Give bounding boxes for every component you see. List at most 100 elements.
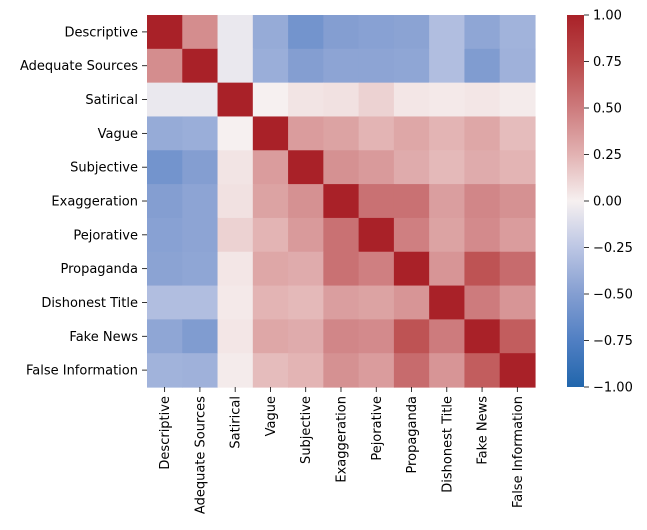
heatmap-cell (464, 150, 501, 185)
heatmap-cell (393, 48, 430, 84)
heatmap-cell (252, 251, 289, 287)
heatmap-cell (288, 48, 324, 84)
heatmap-cell (323, 251, 360, 287)
heatmap-cell (252, 15, 289, 50)
heatmap-cell (464, 285, 501, 320)
heatmap-cell (393, 217, 430, 253)
column-labels: Descriptive Adequate Sources Satirical Vagu… (158, 387, 526, 514)
colorbar-tick-label: 0.00 (593, 195, 622, 210)
heatmap-cell (429, 319, 466, 354)
heatmap-cell (464, 15, 501, 50)
heatmap-cell (323, 82, 360, 118)
column-label: Propaganda (405, 396, 420, 474)
heatmap-cell (252, 285, 289, 320)
heatmap-cell (147, 251, 183, 287)
heatmap-cell (358, 150, 395, 185)
heatmap-cell (182, 48, 219, 84)
heatmap-cell (429, 48, 466, 84)
column-label: Adequate Sources (193, 396, 208, 514)
heatmap-cell (182, 150, 219, 185)
heatmap-cell (288, 15, 324, 50)
heatmap-cell (182, 15, 219, 50)
heatmap-cell (358, 48, 395, 84)
heatmap-cell (252, 353, 289, 388)
heatmap-cell (182, 251, 219, 287)
row-label: Descriptive (64, 25, 138, 40)
heatmap-cell (288, 319, 324, 354)
column-label: False Information (511, 396, 526, 508)
heatmap-cell (429, 150, 466, 185)
heatmap-cell (217, 15, 254, 50)
row-label: False Information (26, 364, 138, 379)
heatmap-cell (499, 48, 536, 84)
heatmap-cell (429, 82, 466, 118)
heatmap-cell (323, 150, 360, 185)
heatmap-cell (147, 150, 183, 185)
heatmap-cell (393, 319, 430, 354)
column-label: Satirical (229, 396, 244, 449)
colorbar-tick-label: −1.00 (593, 381, 633, 396)
heatmap-cell (288, 150, 324, 185)
heatmap-cell (147, 116, 183, 151)
colorbar-tick-label: 1.00 (593, 9, 622, 24)
heatmap-cell (393, 82, 430, 118)
row-label: Propaganda (60, 262, 138, 277)
heatmap-cell (252, 184, 289, 219)
heatmap-cell (499, 353, 536, 388)
column-label: Vague (264, 396, 279, 436)
heatmap-cell (323, 184, 360, 219)
heatmap-cell (499, 319, 536, 354)
row-label: Subjective (70, 161, 138, 176)
heatmap-cell (393, 285, 430, 320)
heatmap-cell (429, 353, 466, 388)
heatmap-cell (499, 116, 536, 151)
heatmap-cell (182, 184, 219, 219)
column-label: Pejorative (370, 396, 385, 461)
heatmap-cell (323, 15, 360, 50)
row-label: Pejorative (73, 228, 138, 243)
heatmap-cell (499, 82, 536, 118)
heatmap-cell (429, 15, 466, 50)
heatmap-cell (393, 150, 430, 185)
heatmap-cell (464, 116, 501, 151)
heatmap-cell (217, 353, 254, 388)
heatmap-cell (147, 285, 183, 320)
row-label: Fake News (69, 330, 138, 345)
heatmap-cell (147, 48, 183, 84)
heatmap-cell (499, 15, 536, 50)
heatmap-cell (288, 217, 324, 253)
heatmap-cell (288, 116, 324, 151)
heatmap-cell (499, 251, 536, 287)
heatmap-cell (288, 82, 324, 118)
heatmap-cell (358, 319, 395, 354)
heatmap-cell (393, 116, 430, 151)
column-label: Subjective (299, 396, 314, 464)
row-label: Exaggeration (51, 195, 138, 210)
heatmap-cell (288, 353, 324, 388)
column-label: Fake News (476, 396, 491, 465)
heatmap-cell (147, 353, 183, 388)
heatmap-cell (217, 251, 254, 287)
heatmap-cell (217, 184, 254, 219)
heatmap-cell (147, 82, 183, 118)
heatmap-cell (288, 251, 324, 287)
heatmap-cell (499, 217, 536, 253)
heatmap-cell (464, 82, 501, 118)
heatmap-cell (323, 353, 360, 388)
colorbar (567, 15, 584, 387)
heatmap-cell (358, 184, 395, 219)
heatmap-cell (358, 15, 395, 50)
heatmap-cell (252, 150, 289, 185)
heatmap-cell (499, 150, 536, 185)
heatmap-cell (393, 184, 430, 219)
row-label: Satirical (85, 93, 138, 108)
heatmap-cell (464, 217, 501, 253)
heatmap-cell (499, 285, 536, 320)
row-label: Vague (98, 127, 138, 142)
heatmap-cell (252, 48, 289, 84)
heatmap-cell (429, 251, 466, 287)
heatmap-cell (393, 15, 430, 50)
heatmap-cell (182, 319, 219, 354)
heatmap-cell (393, 353, 430, 388)
